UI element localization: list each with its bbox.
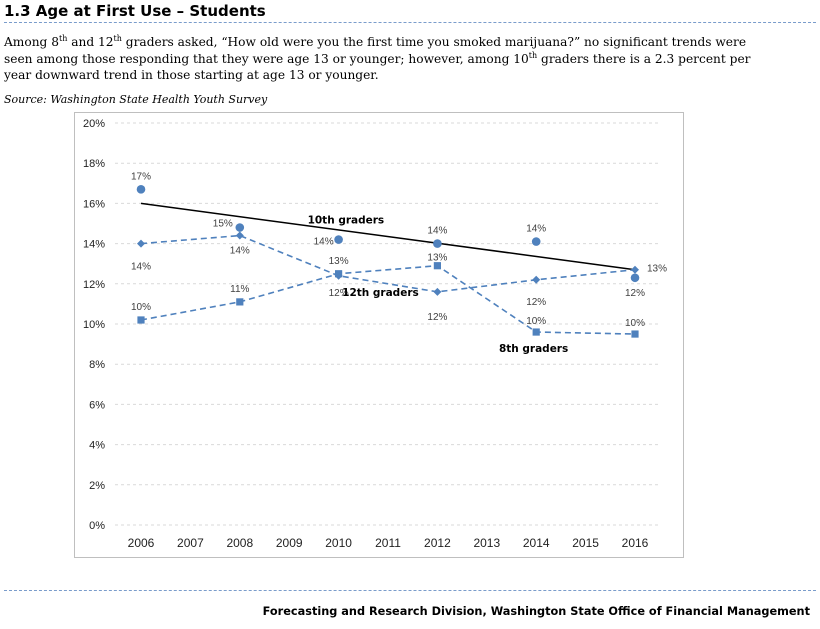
data-label-10th-graders: 12% [625, 288, 645, 299]
data-label-8th-graders: 13% [329, 256, 349, 267]
point-10th-graders [433, 239, 442, 248]
y-tick-label: 6% [89, 399, 105, 411]
point-8th-graders [137, 316, 145, 324]
intro-text-4: graders there is a 2.3 percent per year … [4, 51, 751, 83]
data-label-10th-graders: 14% [314, 237, 334, 248]
x-tick-label: 2007 [177, 536, 204, 550]
data-label-12th-graders: 14% [131, 262, 151, 273]
point-10th-graders [630, 273, 640, 283]
x-tick-label: 2015 [572, 536, 599, 550]
intro-text-1: Among 8 [4, 35, 59, 49]
data-label-12th-graders: 13% [647, 264, 667, 275]
point-10th-graders [531, 237, 541, 246]
data-label-12th-graders: 12% [329, 288, 349, 299]
point-10th-graders [334, 235, 343, 244]
intro-text-3: graders asked, “How old were you the fir… [4, 35, 747, 66]
x-tick-label: 2009 [276, 536, 303, 550]
point-12th-graders [433, 287, 442, 296]
y-tick-label: 20% [83, 118, 105, 130]
series-name-8th-graders: 8th graders [499, 343, 568, 355]
data-label-10th-graders: 15% [213, 219, 233, 230]
line-chart: 0% 2% 4% 6% 8% 10% 12% 14% 16% 18% 20% 2006 2007 2008… [83, 118, 667, 550]
y-tick-label: 4% [89, 440, 105, 452]
x-tick-label: 2008 [226, 536, 253, 550]
x-tick-label: 2010 [325, 536, 352, 550]
data-label-8th-graders: 10% [131, 302, 151, 313]
section-heading: 1.3 Age at First Use – Students [4, 2, 816, 23]
data-label-10th-graders: 14% [427, 226, 447, 237]
footer-divider [4, 590, 816, 591]
y-tick-label: 16% [83, 198, 105, 210]
point-12th-graders [137, 239, 145, 248]
footer-text: Forecasting and Research Division, Washi… [262, 605, 810, 618]
x-tick-label: 2011 [375, 536, 401, 550]
intro-sup-3: th [528, 50, 538, 60]
chart-frame: 0% 2% 4% 6% 8% 10% 12% 14% 16% 18% 20% 2006 2007 2008… [74, 112, 684, 558]
point-12th-graders [235, 231, 244, 240]
point-8th-graders [532, 328, 540, 336]
series-line-12th-graders [140, 234, 636, 293]
point-10th-graders [235, 223, 245, 232]
source-citation: Source: Washington State Health Youth Su… [4, 93, 268, 106]
intro-sup-2: th [113, 33, 122, 43]
x-tick-label: 2006 [128, 536, 155, 550]
x-tick-label: 2013 [473, 536, 500, 550]
point-12th-graders [631, 265, 639, 274]
series-line-8th-graders [140, 264, 636, 335]
y-tick-label: 0% [89, 520, 105, 532]
trendline-10th-graders [140, 202, 636, 271]
y-tick-label: 2% [89, 480, 105, 492]
intro-text-2: and 12 [67, 35, 114, 49]
y-tick-label: 10% [83, 319, 105, 331]
data-label-12th-graders: 12% [427, 312, 447, 323]
point-10th-graders [136, 185, 146, 194]
series-name-12th-graders: 12th graders [342, 287, 419, 299]
intro-sup-1: th [58, 33, 68, 43]
data-label-8th-graders: 11% [230, 284, 249, 295]
data-label-10th-graders: 14% [526, 224, 546, 235]
x-tick-label: 2016 [622, 536, 649, 550]
data-label-10th-graders: 17% [131, 171, 151, 182]
y-tick-label: 14% [83, 239, 105, 251]
data-label-8th-graders: 10% [526, 316, 546, 327]
point-8th-graders [335, 270, 343, 278]
data-label-12th-graders: 12% [526, 297, 546, 308]
point-8th-graders [236, 298, 244, 306]
x-tick-label: 2014 [523, 536, 550, 550]
point-8th-graders [631, 330, 639, 338]
y-tick-label: 8% [89, 359, 105, 371]
point-8th-graders [433, 262, 441, 270]
data-label-8th-graders: 13% [427, 253, 447, 264]
y-tick-label: 18% [83, 158, 105, 170]
x-tick-label: 2012 [424, 536, 451, 550]
series-name-10th-graders: 10th graders [308, 214, 385, 226]
point-12th-graders [532, 275, 541, 284]
data-label-8th-graders: 10% [625, 318, 645, 329]
y-tick-label: 12% [83, 279, 105, 291]
data-label-12th-graders: 14% [230, 246, 250, 257]
intro-paragraph: Among 8th and 12th graders asked, “How o… [4, 34, 774, 84]
